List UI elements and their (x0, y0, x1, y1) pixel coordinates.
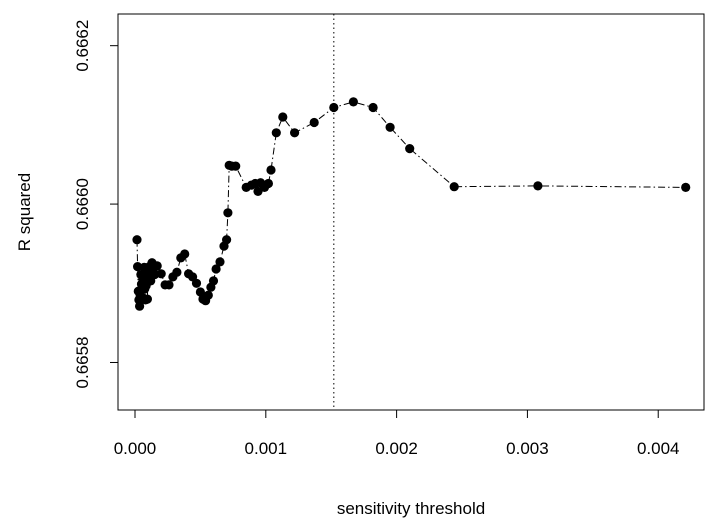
x-tick-label: 0.003 (506, 439, 549, 458)
x-tick-label: 0.000 (114, 439, 157, 458)
data-point (172, 267, 182, 277)
x-tick-label: 0.002 (375, 439, 418, 458)
plot-frame (117, 13, 705, 411)
data-point (132, 235, 142, 245)
data-point (231, 161, 241, 171)
data-point (195, 287, 205, 297)
x-axis-title: sensitivity threshold (337, 499, 485, 518)
x-axis: 0.000 0.001 0.002 0.003 0.004 (114, 409, 680, 458)
x-tick-label: 0.004 (637, 439, 680, 458)
data-point (215, 257, 225, 267)
data-point (180, 249, 190, 259)
data-point (266, 165, 276, 175)
data-point (329, 102, 339, 113)
data-point (278, 112, 288, 122)
data-point (348, 97, 358, 107)
data-point (203, 290, 213, 300)
data-points (132, 97, 691, 311)
data-point (449, 182, 459, 192)
data-point (211, 264, 221, 274)
data-point (405, 144, 415, 154)
data-point (191, 278, 202, 288)
data-point (222, 235, 232, 245)
data-point (271, 128, 281, 138)
data-point (142, 294, 152, 304)
y-axis-title: R squared (15, 173, 34, 251)
data-point (223, 208, 233, 218)
data-point (135, 301, 145, 311)
data-point (309, 117, 319, 128)
data-point (681, 182, 691, 192)
x-tick-label: 0.001 (245, 439, 288, 458)
data-point (156, 269, 166, 279)
y-axis: 0.6658 0.6660 0.6662 (73, 20, 119, 388)
y-tick-label: 0.6658 (73, 336, 92, 388)
data-point (208, 276, 219, 286)
data-point (533, 181, 543, 191)
data-point (263, 178, 273, 189)
series-line (136, 101, 686, 307)
data-point (152, 261, 162, 271)
data-point (368, 102, 378, 113)
y-tick-label: 0.6660 (73, 178, 92, 230)
data-point (385, 122, 395, 132)
y-tick-label: 0.6662 (73, 20, 92, 72)
data-point (290, 128, 300, 138)
data-point (164, 280, 174, 290)
